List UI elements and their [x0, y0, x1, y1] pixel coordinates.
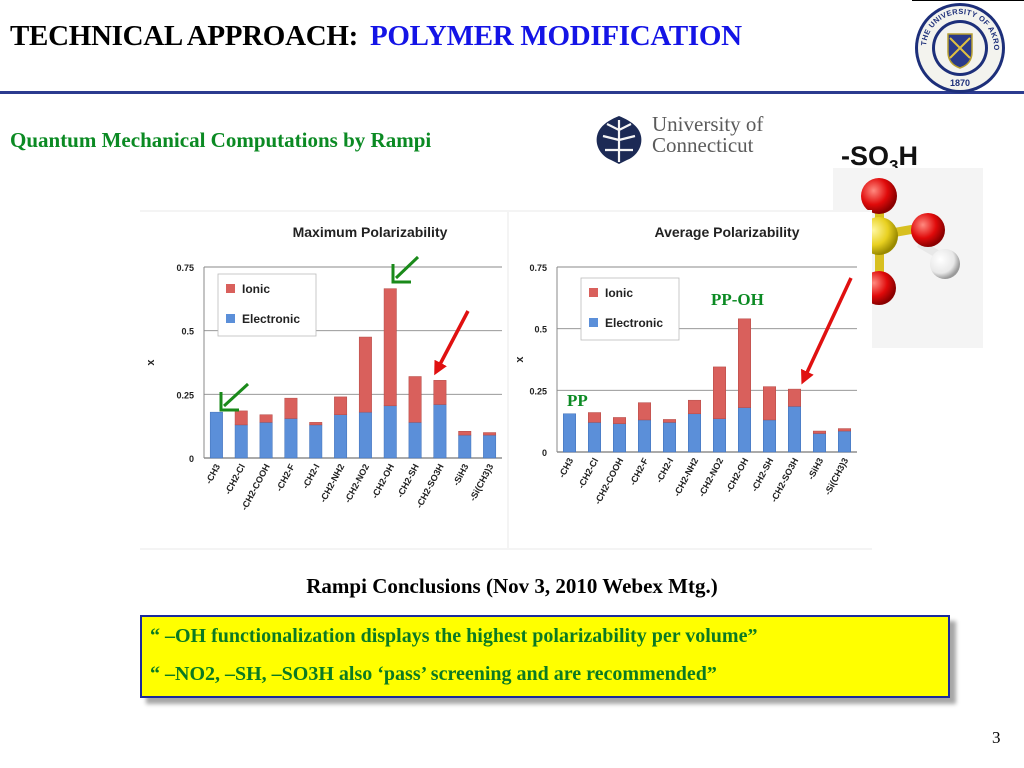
bar-ionic	[408, 376, 422, 423]
bar-ionic	[813, 430, 826, 434]
bar-electronic	[433, 404, 447, 459]
chart-title: Maximum Polarizability	[293, 224, 448, 240]
bar-electronic	[309, 424, 323, 459]
title-main: TECHNICAL APPROACH:	[10, 20, 358, 52]
bar-electronic	[838, 430, 851, 453]
pp-annotation: PP	[567, 391, 588, 410]
bar-ionic	[588, 412, 601, 423]
bar-electronic	[713, 418, 726, 453]
bar-ionic	[638, 402, 651, 421]
bar-ionic	[838, 428, 851, 432]
legend-label: Electronic	[242, 312, 300, 326]
bar-electronic	[259, 422, 273, 459]
bar-electronic	[738, 407, 751, 453]
chart-background	[140, 212, 507, 548]
uconn-line-2: Connecticut	[652, 133, 754, 157]
bar-electronic	[788, 406, 801, 453]
chart-legend: Ionic Electronic	[217, 273, 317, 337]
bar-ionic	[234, 410, 248, 426]
legend-label: Ionic	[605, 286, 633, 300]
uconn-oak-leaf-logo	[596, 116, 642, 164]
top-divider	[912, 0, 1024, 1]
bar-electronic	[563, 413, 576, 453]
bar-electronic	[763, 419, 776, 453]
uconn-wordmark: University of Connecticut	[652, 114, 763, 156]
y-tick-label: 0.75	[176, 263, 194, 273]
pp-oh-annotation: PP-OH	[711, 290, 764, 309]
bar-electronic	[813, 433, 826, 453]
bar-electronic	[638, 419, 651, 453]
bar-ionic	[483, 432, 497, 436]
so3h-subscript: 3	[889, 156, 899, 176]
bar-ionic	[788, 388, 801, 407]
bar-electronic	[483, 434, 497, 459]
y-axis-label: x	[145, 359, 157, 366]
bar-ionic	[688, 399, 701, 415]
seal-year: 1870	[950, 78, 970, 88]
bar-ionic	[259, 414, 273, 423]
y-tick-label: 0.25	[176, 390, 194, 400]
bar-electronic	[408, 422, 422, 459]
bar-ionic	[433, 380, 447, 405]
so3h-suffix: H	[898, 141, 918, 171]
oxygen-atom	[861, 178, 897, 214]
y-axis-label: x	[514, 356, 526, 363]
chart-title: Average Polarizability	[655, 224, 800, 240]
header-rule	[0, 91, 1024, 94]
bar-ionic	[309, 422, 323, 426]
y-tick-label: 0.5	[181, 327, 194, 337]
y-tick-label: 0.25	[529, 386, 547, 396]
bar-ionic	[713, 366, 726, 419]
y-tick-label: 0	[189, 454, 194, 464]
legend-swatch	[226, 314, 235, 323]
section-subtitle: Quantum Mechanical Computations by Rampi	[10, 128, 432, 152]
hydrogen-atom	[930, 249, 960, 279]
conclusions-box: “ –OH functionalization displays the hig…	[140, 615, 950, 698]
bar-electronic	[383, 405, 397, 459]
y-tick-label: 0.75	[529, 263, 547, 273]
legend-swatch	[226, 284, 235, 293]
bar-electronic	[334, 414, 348, 459]
conclusion-line-2: “ –NO2, –SH, –SO3H also ‘pass’ screening…	[150, 663, 717, 685]
akron-seal-logo: THE UNIVERSITY OF AKRON 1870	[914, 2, 1005, 93]
y-tick-label: 0.5	[534, 325, 547, 335]
page-title: TECHNICAL APPROACH: POLYMER MODIFICATION	[10, 20, 742, 53]
bar-electronic	[613, 423, 626, 453]
bar-ionic	[663, 419, 676, 423]
bar-electronic	[284, 418, 298, 459]
legend-swatch	[589, 318, 598, 327]
legend-swatch	[589, 288, 598, 297]
so3h-label: -SO3H	[841, 141, 918, 176]
bar-electronic	[588, 422, 601, 453]
oxygen-atom	[911, 213, 945, 247]
conclusion-line-1: “ –OH functionalization displays the hig…	[150, 625, 758, 647]
chart-legend: Ionic Electronic	[580, 277, 680, 341]
title-sub: POLYMER MODIFICATION	[369, 20, 742, 52]
bar-ionic	[738, 318, 751, 408]
bar-electronic	[688, 413, 701, 453]
legend-label: Electronic	[605, 316, 663, 330]
page-number: 3	[992, 728, 1001, 747]
max-polarizability-chart: Maximum Polarizability00.250.50.75x-CH3-…	[140, 212, 507, 548]
so3h-prefix: -SO	[841, 141, 890, 171]
bar-ionic	[763, 386, 776, 421]
chart-background	[509, 212, 872, 548]
bar-ionic	[613, 417, 626, 424]
bar-electronic	[358, 411, 372, 459]
bar-ionic	[284, 397, 298, 419]
bar-ionic	[458, 431, 472, 436]
bar-electronic	[458, 434, 472, 459]
legend-label: Ionic	[242, 282, 270, 296]
bar-electronic	[209, 411, 223, 459]
bar-ionic	[383, 288, 397, 407]
bar-electronic	[663, 422, 676, 453]
bar-electronic	[234, 424, 248, 459]
uconn-line-1: University of	[652, 112, 764, 136]
avg-polarizability-chart: Average Polarizability00.250.50.75x-CH3-…	[509, 212, 872, 548]
bar-ionic	[358, 336, 372, 413]
y-tick-label: 0	[542, 448, 547, 458]
bar-ionic	[334, 396, 348, 415]
conclusions-title: Rampi Conclusions (Nov 3, 2010 Webex Mtg…	[306, 574, 718, 598]
